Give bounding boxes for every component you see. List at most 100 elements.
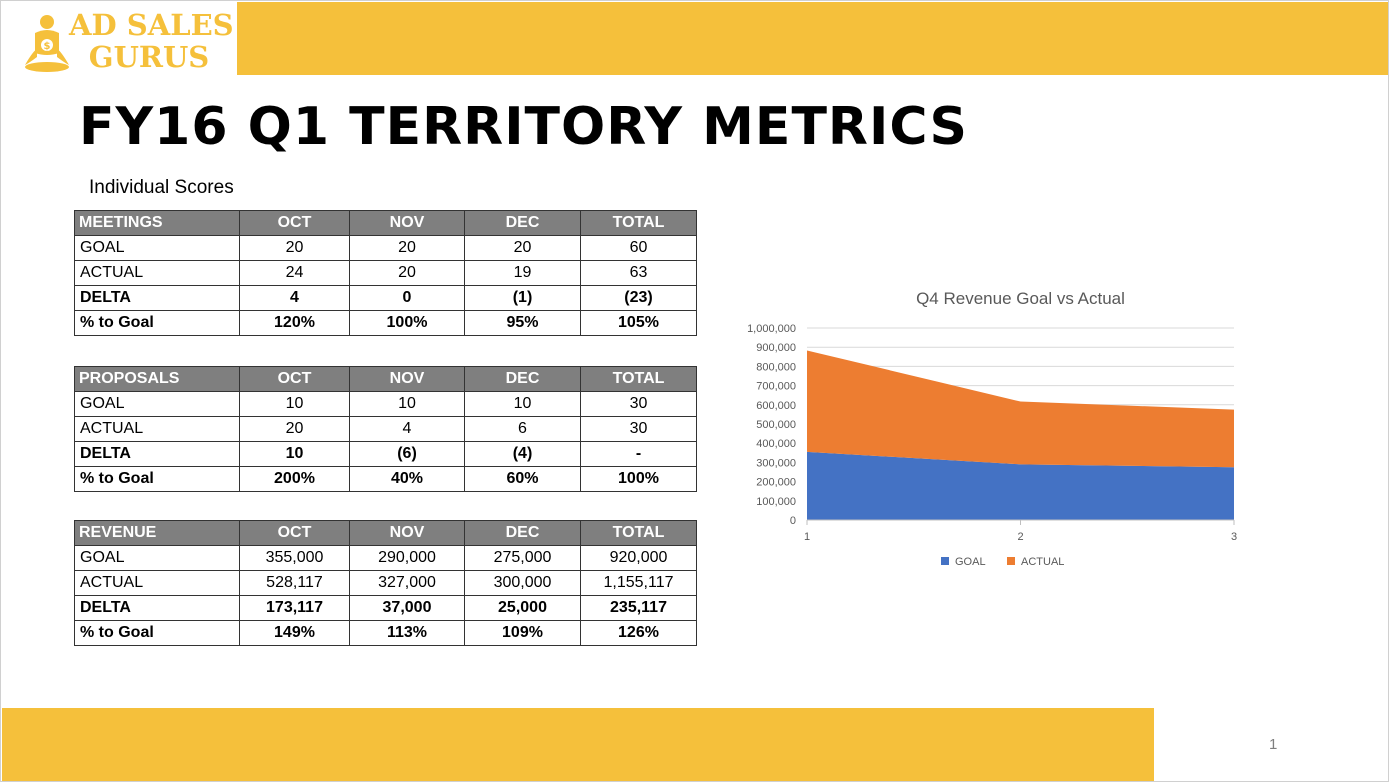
y-tick-label: 100,000 [756,496,796,508]
x-tick-label: 2 [1017,531,1023,543]
table-cell: 10 [239,441,350,467]
y-tick-label: 500,000 [756,419,796,431]
legend-swatch-actual [1007,557,1015,565]
row-label: ACTUAL [74,260,240,286]
table-cell: 95% [464,310,581,336]
table-cell: (6) [349,441,465,467]
table-cell: 10 [349,391,465,417]
table-cell: 30 [580,416,697,442]
legend-swatch-goal [941,557,949,565]
table-header-row: MEETINGS OCT NOV DEC TOTAL [74,210,697,236]
table-cell: 4 [239,285,350,311]
header-cell: DEC [464,366,581,392]
area-series-actual [807,350,1234,468]
meetings-table: MEETINGS OCT NOV DEC TOTAL GOAL 20 20 20… [74,210,697,336]
table-cell: 100% [580,466,697,492]
revenue-area-chart: Q4 Revenue Goal vs Actual 0 100,000 200,000… [747,289,1237,568]
row-label: GOAL [74,545,240,571]
table-cell: 300,000 [464,570,581,596]
table-cell: 63 [580,260,697,286]
legend-label-actual: ACTUAL [1021,556,1064,568]
table-row: ACTUAL 20 4 6 30 [74,416,697,442]
header-cell: OCT [239,520,350,546]
x-tick-label: 3 [1231,531,1237,543]
table-row: % to Goal 149% 113% 109% 126% [74,620,697,646]
table-row: GOAL 10 10 10 30 [74,391,697,417]
row-label: GOAL [74,235,240,261]
table-cell: 19 [464,260,581,286]
footer-bar [2,708,1154,781]
table-cell: 20 [239,235,350,261]
row-label: % to Goal [74,620,240,646]
row-label: ACTUAL [74,570,240,596]
meditating-person-dollar-icon: $ [25,15,69,72]
header-cell: TOTAL [580,366,697,392]
table-cell: 10 [464,391,581,417]
table-cell: 40% [349,466,465,492]
y-tick-label: 800,000 [756,361,796,373]
chart-title: Q4 Revenue Goal vs Actual [916,289,1125,308]
legend-label-goal: GOAL [955,556,986,568]
row-label: DELTA [74,285,240,311]
header-cell: REVENUE [74,520,240,546]
table-row: ACTUAL 528,117 327,000 300,000 1,155,117 [74,570,697,596]
table-cell: 37,000 [349,595,465,621]
y-tick-label: 1,000,000 [747,323,796,335]
y-tick-label: 300,000 [756,457,796,469]
table-cell: 126% [580,620,697,646]
header-bar [237,2,1388,75]
table-cell: 200% [239,466,350,492]
table-cell: 275,000 [464,545,581,571]
table-cell: 1,155,117 [580,570,697,596]
table-cell: (23) [580,285,697,311]
header-cell: TOTAL [580,210,697,236]
x-tick-label: 1 [804,531,810,543]
table-cell: 173,117 [239,595,350,621]
y-tick-label: 600,000 [756,400,796,412]
table-cell: 60% [464,466,581,492]
table-cell: 10 [239,391,350,417]
revenue-table: REVENUE OCT NOV DEC TOTAL GOAL 355,000 2… [74,520,697,646]
table-cell: 4 [349,416,465,442]
row-label: GOAL [74,391,240,417]
logo-line1: AD SALES [69,8,234,42]
table-cell: (4) [464,441,581,467]
y-tick-label: 700,000 [756,381,796,393]
subtitle: Individual Scores [89,177,234,198]
row-label: DELTA [74,441,240,467]
row-label: % to Goal [74,466,240,492]
table-cell: 20 [349,260,465,286]
proposals-table: PROPOSALS OCT NOV DEC TOTAL GOAL 10 10 1… [74,366,697,492]
table-row: DELTA 173,117 37,000 25,000 235,117 [74,595,697,621]
logo: $ AD SALES GURUS [23,9,234,75]
logo-text: AD SALES GURUS [69,8,234,73]
row-label: DELTA [74,595,240,621]
table-cell: 149% [239,620,350,646]
page-title: FY16 Q1 TERRITORY METRICS [79,97,968,157]
table-cell: (1) [464,285,581,311]
table-cell: 25,000 [464,595,581,621]
y-tick-label: 900,000 [756,342,796,354]
table-cell: 528,117 [239,570,350,596]
table-cell: 355,000 [239,545,350,571]
area-series-goal [807,451,1234,520]
table-cell: 109% [464,620,581,646]
table-cell: 920,000 [580,545,697,571]
table-cell: - [580,441,697,467]
row-label: ACTUAL [74,416,240,442]
table-cell: 327,000 [349,570,465,596]
table-row: GOAL 355,000 290,000 275,000 920,000 [74,545,697,571]
table-cell: 113% [349,620,465,646]
header-cell: NOV [349,520,465,546]
table-cell: 6 [464,416,581,442]
table-cell: 20 [239,416,350,442]
header-cell: NOV [349,366,465,392]
table-row: % to Goal 200% 40% 60% 100% [74,466,697,492]
row-label: % to Goal [74,310,240,336]
table-cell: 105% [580,310,697,336]
table-cell: 30 [580,391,697,417]
y-tick-label: 400,000 [756,438,796,450]
table-header-row: PROPOSALS OCT NOV DEC TOTAL [74,366,697,392]
y-tick-label: 0 [790,515,796,527]
